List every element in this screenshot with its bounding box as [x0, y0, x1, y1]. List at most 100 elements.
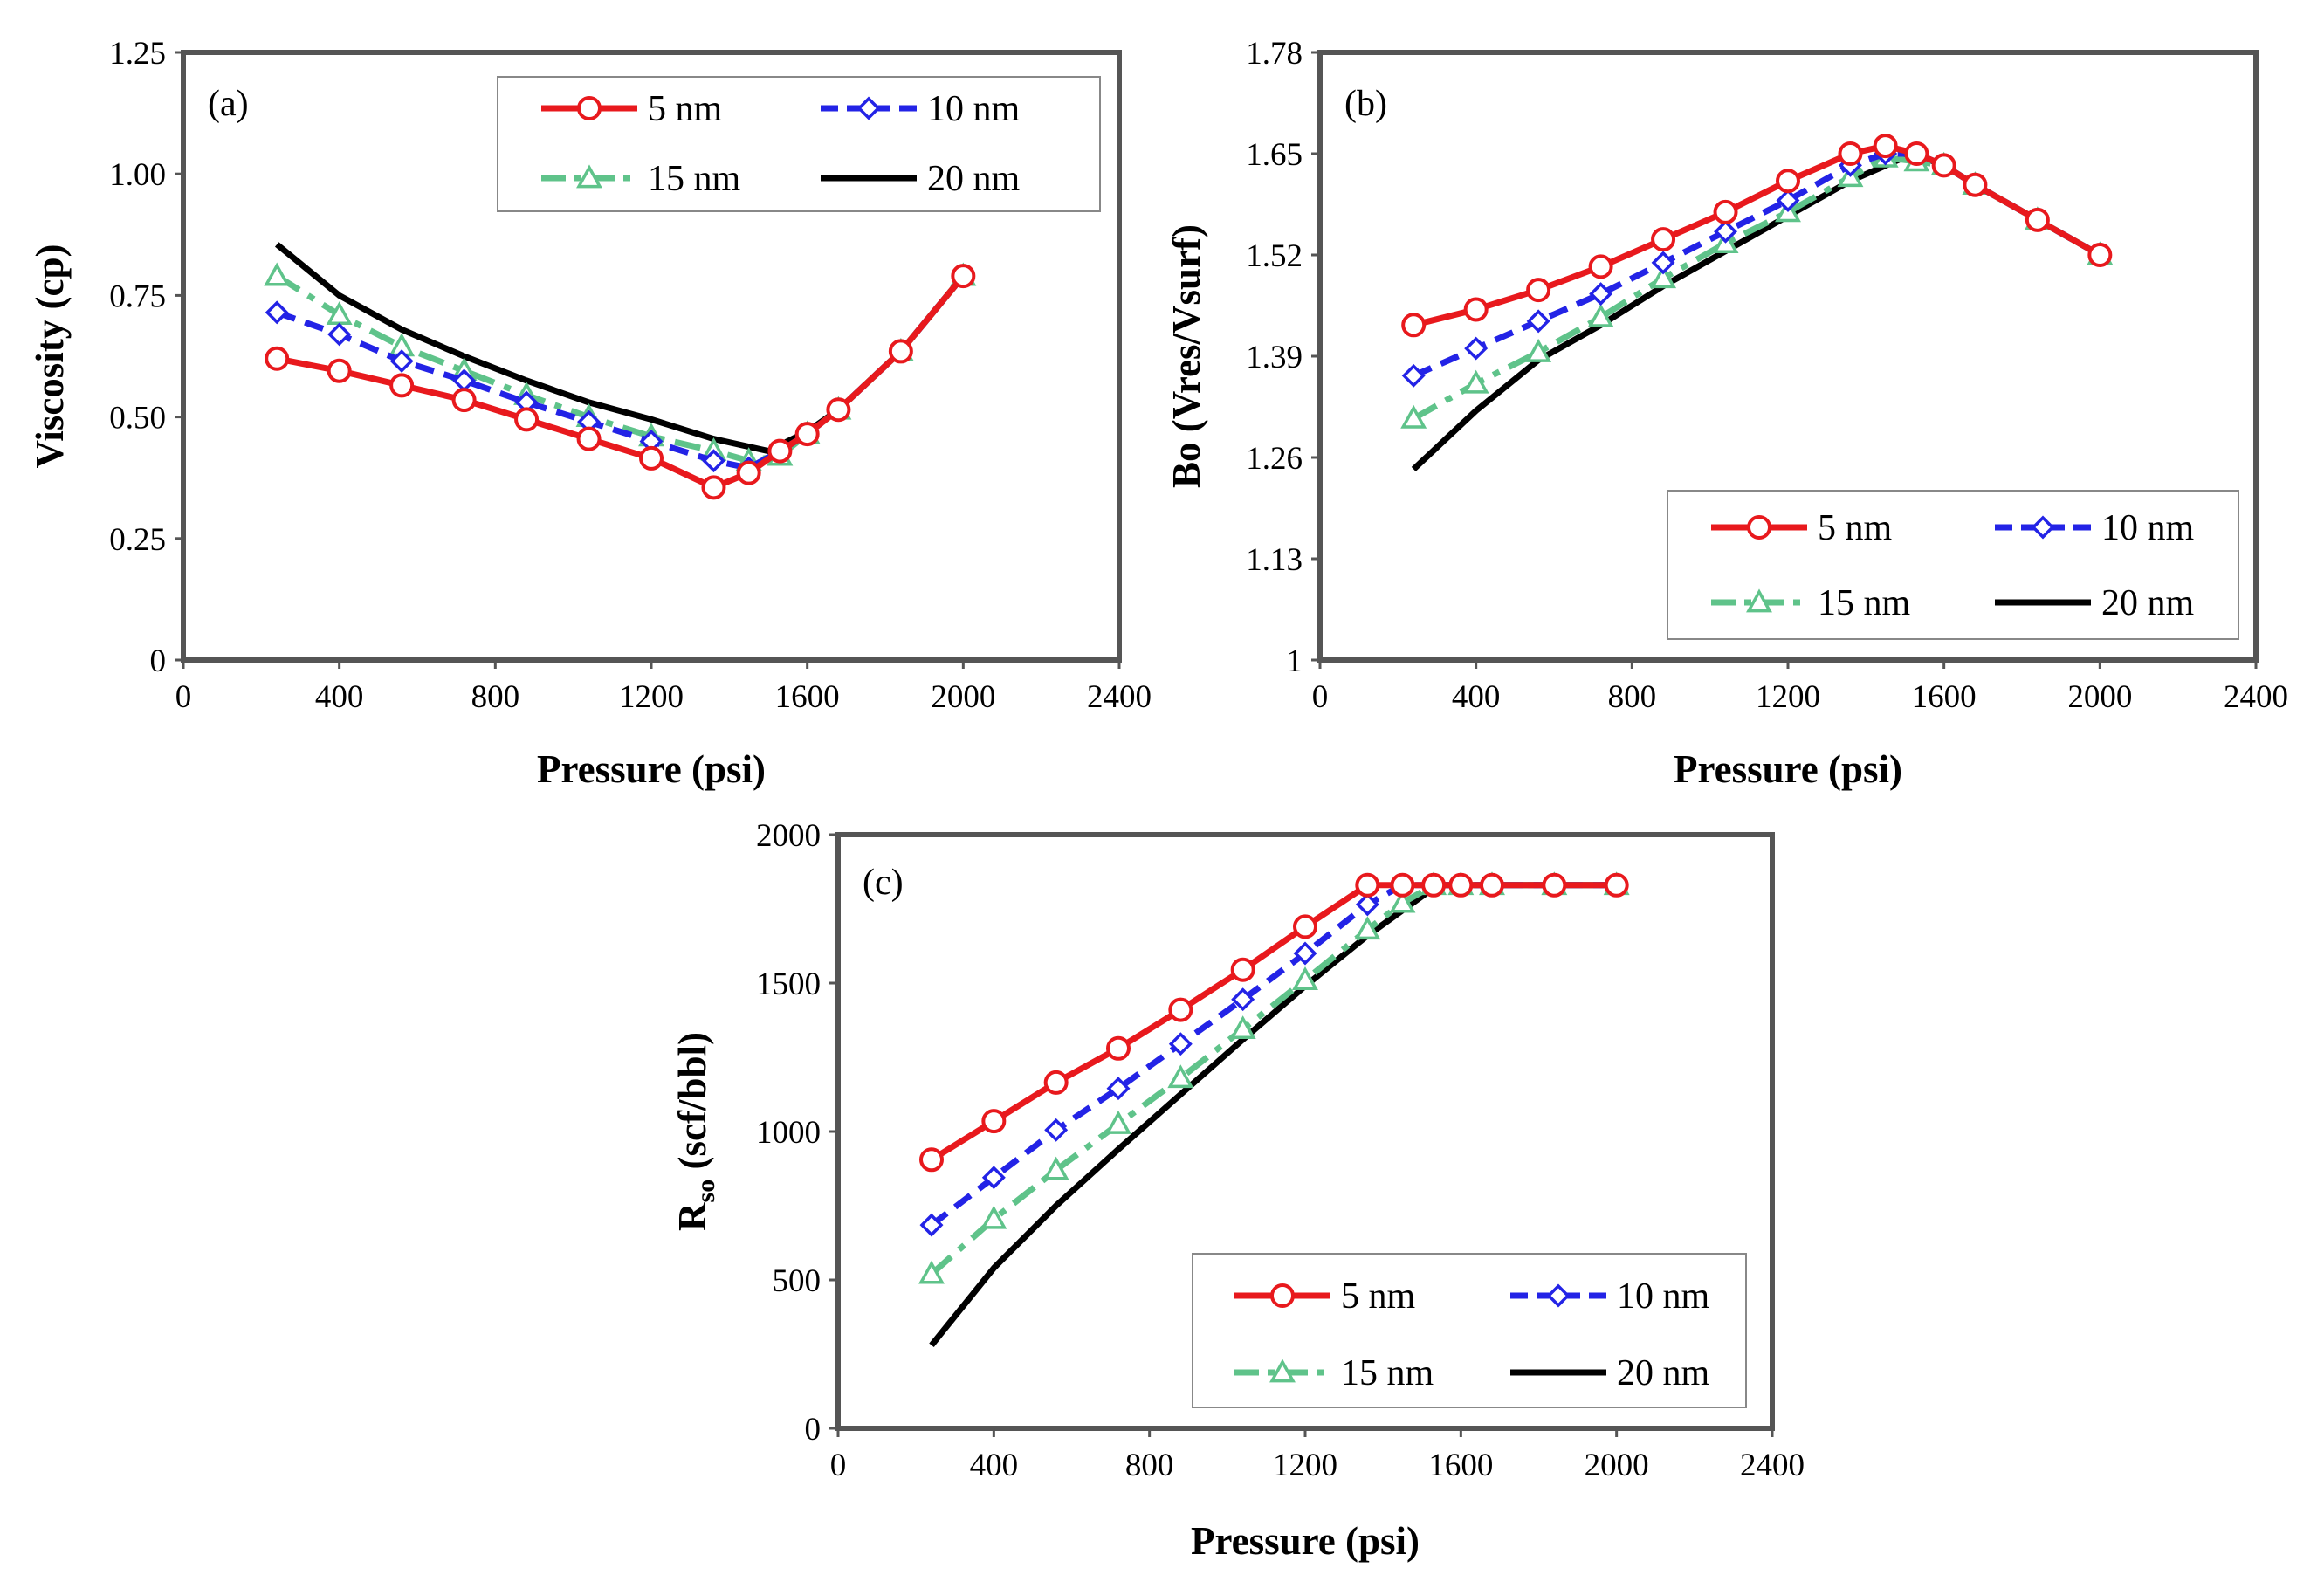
legend-c: 5 nm 10 nm 15 nm 20 nm	[1192, 1253, 1747, 1408]
data-point-5nm	[1421, 872, 1447, 898]
data-point-10nm	[981, 1166, 1006, 1190]
legend-marker-10nm	[856, 96, 881, 120]
x-axis-title-b: Pressure (psi)	[1674, 747, 1902, 791]
data-point-15nm	[1400, 404, 1427, 429]
y-tick-label: 0.50	[109, 401, 166, 437]
data-point-5nm	[951, 264, 976, 289]
x-tick-label: 800	[471, 679, 520, 715]
y-tick-label: 1000	[756, 1115, 821, 1151]
x-tick-label: 2400	[1087, 679, 1152, 715]
data-point-5nm	[1526, 278, 1551, 303]
y-tick-label: 500	[773, 1263, 822, 1299]
data-point-5nm	[1390, 872, 1415, 898]
data-point-5nm	[639, 445, 664, 471]
data-point-5nm	[1230, 957, 1255, 982]
y-tick-label: 1.26	[1246, 441, 1303, 477]
y-axis-title-c-main: R	[670, 1202, 714, 1231]
legend-marker-10nm	[2031, 515, 2055, 540]
data-point-5nm	[1542, 872, 1567, 898]
y-tick-label: 1.65	[1246, 137, 1303, 173]
y-tick-label: 1.52	[1246, 238, 1303, 274]
data-point-5nm	[1588, 254, 1613, 279]
data-point-5nm	[981, 1109, 1007, 1134]
data-point-5nm	[888, 339, 913, 364]
data-point-10nm	[1231, 987, 1255, 1012]
data-point-5nm	[794, 422, 820, 447]
legend-entry-15nm	[1711, 588, 1807, 613]
legend-a: 5 nm 10 nm 15 nm 20 nm	[497, 76, 1101, 212]
data-point-5nm	[1873, 134, 1898, 159]
data-point-5nm	[1480, 872, 1504, 898]
data-point-10nm	[1106, 1077, 1131, 1101]
data-point-5nm	[1463, 297, 1489, 322]
panel-label-b: (b)	[1344, 84, 1387, 124]
data-point-10nm	[1526, 309, 1550, 334]
data-point-5nm	[1293, 914, 1317, 939]
legend-entry-15nm	[1234, 1359, 1330, 1383]
x-tick-label: 2400	[1740, 1448, 1805, 1483]
legend-marker-5nm	[1270, 1283, 1295, 1308]
ticks-c: 0 400 800 1200 1600 2000 2400 0 500 1000 1500 2000	[756, 818, 1805, 1483]
series-line-10nm	[1412, 150, 2102, 379]
series-a	[264, 242, 977, 500]
x-tick-label: 2400	[2224, 679, 2288, 715]
legend-entry-5nm	[1234, 1283, 1330, 1308]
legend-label-5nm: 5 nm	[1341, 1276, 1416, 1317]
y-tick-label: 0.25	[109, 522, 166, 558]
x-tick-label: 2000	[1585, 1448, 1649, 1483]
legend-label-10nm: 10 nm	[1617, 1276, 1710, 1317]
legend-label-5nm: 5 nm	[1818, 508, 1893, 548]
x-tick-label: 1600	[1428, 1448, 1493, 1483]
legend-entry-5nm	[1711, 515, 1807, 540]
x-tick-label: 1600	[775, 679, 840, 715]
legend-entry-10nm	[1995, 515, 2091, 540]
data-point-15nm	[1167, 1064, 1194, 1089]
x-tick-label: 800	[1125, 1448, 1174, 1483]
y-tick-label: 1.39	[1246, 340, 1303, 375]
legend-entry-15nm	[541, 164, 637, 189]
series-c	[918, 871, 1630, 1347]
data-point-5nm	[2025, 207, 2050, 232]
data-point-5nm	[1651, 227, 1676, 252]
panel-label-a: (a)	[208, 84, 249, 124]
x-tick-label: 2000	[931, 679, 995, 715]
x-tick-label: 1600	[1912, 679, 1977, 715]
data-point-15nm	[264, 262, 291, 286]
data-point-10nm	[1355, 892, 1379, 917]
legend-box-b	[1667, 490, 2239, 640]
data-point-15nm	[1229, 1015, 1256, 1040]
chart-panel-c: 0 400 800 1200 1600 2000 24000500100015002000 …	[670, 818, 1805, 1563]
x-tick-label: 0	[830, 1448, 847, 1483]
data-point-5nm	[736, 460, 761, 485]
data-point-5nm	[1355, 872, 1380, 898]
legend-label-5nm: 5 nm	[648, 89, 723, 129]
data-point-5nm	[1931, 153, 1956, 178]
data-point-5nm	[1776, 169, 1800, 194]
y-axis-title-c: Rso (scf/bbl)	[670, 1032, 720, 1231]
legend-marker-5nm	[1747, 515, 1771, 540]
legend-label-15nm: 15 nm	[648, 159, 741, 199]
series-b	[1400, 134, 2114, 471]
data-point-10nm	[1401, 363, 1426, 388]
legend-label-20nm: 20 nm	[2101, 583, 2195, 623]
data-point-5nm	[2087, 243, 2113, 267]
x-tick-label: 2000	[2067, 679, 2132, 715]
data-point-15nm	[1587, 303, 1614, 327]
x-axis-title-c: Pressure (psi)	[1191, 1519, 1420, 1563]
data-point-10nm	[1168, 1032, 1193, 1056]
x-tick-label: 1200	[1273, 1448, 1337, 1483]
legend-entry-10nm	[1510, 1283, 1606, 1308]
chart-panel-a: 0 400 800 1200 1600 2000 2400 0 0.25 0.50 0.75 1.00…	[28, 36, 1152, 791]
data-point-10nm	[919, 1213, 944, 1237]
x-tick-label: 1200	[1756, 679, 1820, 715]
y-tick-label: 1.13	[1246, 542, 1303, 578]
data-point-10nm	[1651, 251, 1675, 275]
legend-label-20nm: 20 nm	[1617, 1353, 1710, 1393]
y-tick-label: 0	[150, 643, 167, 679]
data-point-5nm	[1401, 313, 1427, 338]
y-tick-label: 1.78	[1246, 36, 1303, 72]
data-point-10nm	[1714, 219, 1738, 244]
data-point-5nm	[576, 426, 602, 451]
legend-box-a	[497, 76, 1101, 212]
y-axis-title-a: Viscosity (cp)	[28, 244, 72, 468]
